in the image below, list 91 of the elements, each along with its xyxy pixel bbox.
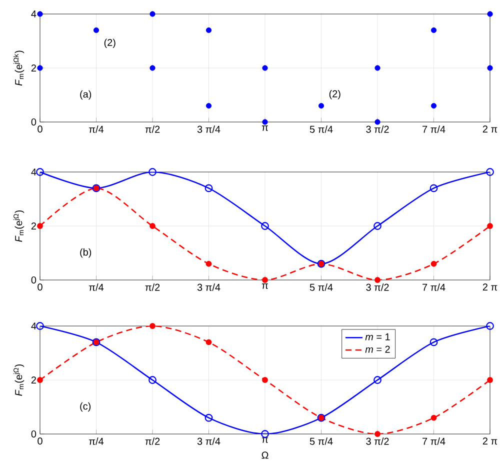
y-tick-label: 0 xyxy=(31,276,36,284)
point xyxy=(374,431,380,437)
y-axis-title: F$_{m}$(e$^{jΩk}$) xyxy=(13,50,24,86)
point xyxy=(262,119,268,125)
x-tick-label: 5 π/4 xyxy=(310,438,333,445)
point xyxy=(36,322,44,330)
x-tick-label: π xyxy=(262,438,268,443)
point xyxy=(374,222,382,230)
point xyxy=(261,222,269,230)
x-tick-label: 5 π/4 xyxy=(310,126,333,133)
x-tick-label: 0 xyxy=(38,284,42,291)
point xyxy=(206,27,212,33)
point xyxy=(206,102,212,109)
point xyxy=(374,376,382,384)
x-tick-label: 3 π/4 xyxy=(197,284,220,291)
legend-label: m = 2 xyxy=(365,346,390,353)
point xyxy=(37,223,43,229)
x-tick-label: 3 π/2 xyxy=(366,438,389,445)
y-tick-label: 0 xyxy=(31,430,36,438)
x-tick-label: π/4 xyxy=(89,438,104,445)
x-tick-label: 0 xyxy=(38,438,42,445)
y-tick-label: 4 xyxy=(31,168,36,176)
y-tick-label: 4 xyxy=(31,10,36,18)
point xyxy=(486,322,494,330)
x-tick-label: π/2 xyxy=(145,284,160,291)
point xyxy=(374,277,380,283)
x-tick-label: 3 π/2 xyxy=(366,126,389,133)
point xyxy=(37,377,43,383)
x-tick-label: 2 π xyxy=(482,284,498,291)
point xyxy=(318,102,324,109)
point xyxy=(262,277,268,283)
annotation: (2) xyxy=(329,90,340,100)
x-axis-title: Ω xyxy=(262,452,268,459)
point xyxy=(487,65,493,71)
x-tick-label: 0 xyxy=(38,126,42,133)
x-tick-label: 5 π/4 xyxy=(310,284,333,291)
annotation: (b) xyxy=(80,248,92,258)
point xyxy=(204,184,213,192)
point xyxy=(430,338,438,346)
point xyxy=(430,102,437,109)
point xyxy=(36,168,44,176)
point xyxy=(93,27,100,33)
point xyxy=(206,339,212,346)
x-tick-label: π/4 xyxy=(89,126,104,133)
x-tick-label: π/4 xyxy=(89,284,104,291)
point xyxy=(150,223,156,229)
annotation: (2) xyxy=(104,38,116,48)
point xyxy=(37,11,43,17)
point xyxy=(487,377,493,383)
y-axis-title: F$_{m}$(e$^{jΩ}$) xyxy=(13,364,24,396)
x-tick-label: 3 π/4 xyxy=(197,438,220,445)
point xyxy=(148,168,156,176)
y-tick-label: 4 xyxy=(31,322,36,330)
point xyxy=(430,414,437,421)
point xyxy=(150,323,156,329)
annotation: (c) xyxy=(80,402,91,412)
y-tick-label: 2 xyxy=(31,64,36,72)
point xyxy=(150,11,156,17)
x-tick-label: 7 π/4 xyxy=(422,438,446,445)
x-tick-label: 3 π/2 xyxy=(366,284,389,291)
point xyxy=(206,260,212,267)
x-tick-label: π xyxy=(262,126,268,131)
y-tick-label: 0 xyxy=(31,118,36,126)
point xyxy=(374,119,380,125)
point xyxy=(262,377,268,383)
x-tick-label: π xyxy=(262,284,268,289)
legend-label: m = 1 xyxy=(365,333,390,340)
y-tick-label: 2 xyxy=(31,376,36,384)
x-tick-label: π/2 xyxy=(145,126,160,133)
point xyxy=(486,168,494,176)
y-axis-title: F$_{m}$(e$^{jΩ}$) xyxy=(13,210,24,242)
point xyxy=(430,27,437,33)
point xyxy=(262,65,268,71)
point xyxy=(430,260,437,267)
annotation: (a) xyxy=(80,90,92,100)
point xyxy=(148,376,156,384)
x-tick-label: π/2 xyxy=(145,438,160,445)
x-tick-label: 2 π xyxy=(482,126,498,133)
x-tick-label: 7 π/4 xyxy=(422,126,446,133)
point xyxy=(37,65,43,71)
point xyxy=(150,65,156,71)
y-tick-label: 2 xyxy=(31,222,36,230)
point xyxy=(487,223,493,229)
x-tick-label: 3 π/4 xyxy=(197,126,220,133)
point xyxy=(204,414,213,422)
x-tick-label: 7 π/4 xyxy=(422,284,446,291)
point xyxy=(430,184,438,192)
point xyxy=(487,11,493,17)
point xyxy=(374,65,380,71)
x-tick-label: 2 π xyxy=(482,438,498,445)
point xyxy=(261,430,269,438)
